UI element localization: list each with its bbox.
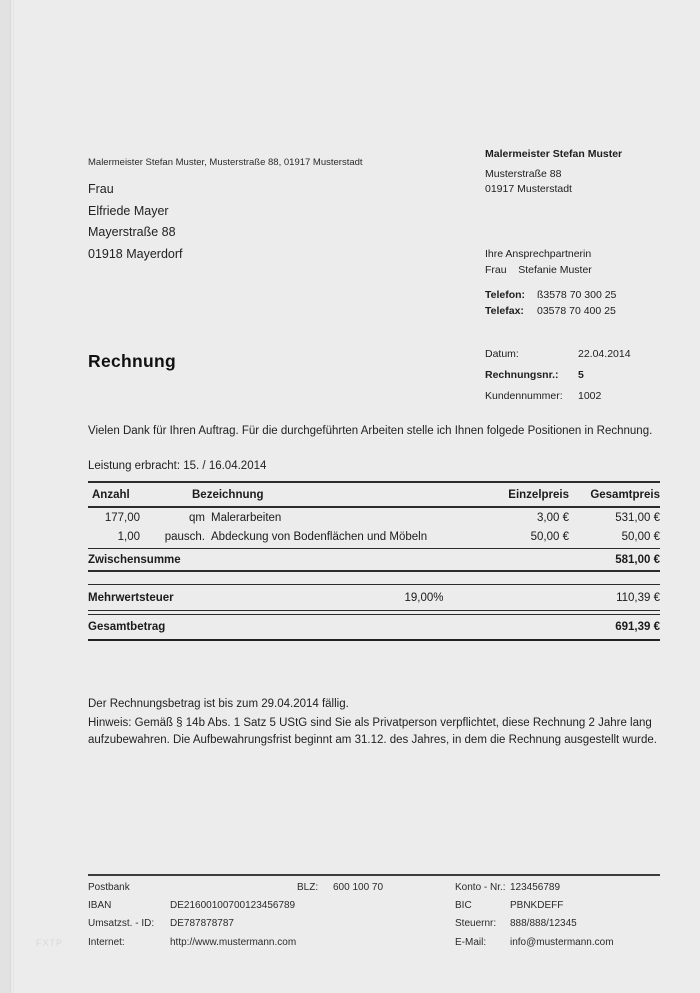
footer-row-iban: IBAN DE21600100700123456789 BIC PBNKDEFF [88, 897, 660, 915]
items-table-header: Anzahl Bezeichnung Einzelpreis Gesamtpre… [88, 481, 660, 508]
contact-intro: Ihre Ansprechpartnerin [485, 248, 592, 260]
blz-label: BLZ: [297, 882, 319, 893]
invoice-meta-block: Datum: 22.04.2014 Rechnungsnr.: 5 Kunden… [485, 344, 631, 407]
footer-divider [88, 874, 660, 876]
contact-person: Frau Stefanie Muster [485, 263, 592, 276]
footer-block: Postbank BLZ: 600 100 70 Konto - Nr.: 12… [88, 879, 660, 952]
recipient-salutation: Frau [88, 182, 114, 196]
phone-label: Telefon: [485, 289, 526, 301]
phone-row: Telefon: ß3578 70 300 25 [485, 288, 616, 304]
company-address-block: Malermeister Stefan Muster Musterstraße … [485, 147, 622, 197]
grand-total-label: Gesamtbetrag [88, 621, 166, 633]
items-table: Anzahl Bezeichnung Einzelpreis Gesamtpre… [88, 481, 660, 641]
steuer-label: Steuernr: [455, 918, 497, 929]
iban-value: DE21600100700123456789 [170, 900, 296, 911]
vat-row: Mehrwertsteuer 19,00% 110,39 € [88, 584, 660, 611]
customer-number-value: 1002 [578, 390, 602, 402]
phone-value: ß3578 70 300 25 [537, 289, 617, 301]
internet-label: Internet: [88, 937, 125, 948]
service-period: Leistung erbracht: 15. / 16.04.2014 [88, 460, 267, 472]
row-unit-price: 3,00 € [537, 512, 569, 524]
row-description: Abdeckung von Bodenflächen und Möbeln [211, 531, 428, 543]
ust-label: Umsatzst. - ID: [88, 918, 155, 929]
row-unit: qm [189, 512, 205, 524]
table-row: 177,00 qm Malerarbeiten 3,00 € 531,00 € [88, 508, 660, 527]
notes-block: Der Rechnungsbetrag ist bis zum 29.04.20… [88, 696, 670, 750]
row-total: 531,00 € [615, 512, 660, 524]
bic-value: PBNKDEFF [510, 900, 564, 911]
steuer-value: 888/888/12345 [510, 918, 577, 929]
email-label: E-Mail: [455, 937, 487, 948]
vat-amount: 110,39 € [616, 592, 660, 604]
footer-row-tax: Umsatzst. - ID: DE787878787 Steuernr: 88… [88, 915, 660, 933]
fax-value: 03578 70 400 25 [537, 304, 616, 317]
intro-paragraph: Vielen Dank für Ihren Auftrag. Für die d… [88, 425, 653, 437]
row-qty: 1,00 [117, 531, 140, 543]
konto-value: 123456789 [510, 882, 561, 893]
company-name: Malermeister Stefan Muster [485, 148, 623, 160]
page-edge-line [13, 0, 14, 993]
konto-label: Konto - Nr.: [455, 882, 506, 893]
subtotal-value: 581,00 € [615, 554, 660, 566]
header-description: Bezeichnung [192, 489, 264, 501]
vat-rate: 19,00% [404, 592, 444, 604]
footer-row-bank: Postbank BLZ: 600 100 70 Konto - Nr.: 12… [88, 879, 660, 897]
internet-value: http://www.mustermann.com [170, 937, 297, 948]
invoice-number-row: Rechnungsnr.: 5 [485, 365, 631, 386]
recipient-address-block: Frau Elfriede Mayer Mayerstraße 88 01918… [88, 179, 183, 265]
invoice-number-label: Rechnungsnr.: [485, 369, 559, 381]
recipient-city: 01918 Mayerdorf [88, 246, 183, 261]
bic-label: BIC [455, 900, 472, 911]
grand-total-value: 691,39 € [615, 621, 660, 633]
invoice-number-value: 5 [578, 369, 584, 381]
faint-watermark: FXTP [36, 938, 64, 948]
sender-return-address: Malermeister Stefan Muster, Musterstraße… [88, 157, 363, 168]
iban-label: IBAN [88, 900, 112, 911]
due-date-note: Der Rechnungsbetrag ist bis zum 29.04.20… [88, 698, 349, 710]
vat-label: Mehrwertsteuer [88, 592, 174, 604]
email-value: info@mustermann.com [510, 937, 614, 948]
date-row: Datum: 22.04.2014 [485, 344, 631, 365]
recipient-name: Elfriede Mayer [88, 203, 169, 218]
page-title: Rechnung [88, 351, 176, 371]
recipient-street: Mayerstraße 88 [88, 225, 176, 239]
header-qty: Anzahl [92, 489, 130, 501]
ust-value: DE787878787 [170, 918, 234, 929]
header-total-price: Gesamtpreis [590, 489, 660, 501]
row-unit-price: 50,00 € [530, 531, 569, 543]
subtotal-row: Zwischensumme 581,00 € [88, 548, 660, 572]
company-street: Musterstraße 88 [485, 168, 562, 180]
footer-row-web: Internet: http://www.mustermann.com E-Ma… [88, 934, 660, 952]
fax-row: Telefax: 03578 70 400 25 [485, 304, 616, 320]
customer-number-row: Kundennummer: 1002 [485, 386, 631, 407]
row-unit: pausch. [164, 531, 205, 543]
row-total: 50,00 € [621, 531, 660, 543]
fax-label: Telefax: [485, 304, 524, 317]
contact-block: Ihre Ansprechpartnerin Frau Stefanie Mus… [485, 247, 592, 278]
blz-value: 600 100 70 [333, 882, 384, 893]
header-unit-price: Einzelpreis [508, 489, 569, 501]
table-row: 1,00 pausch. Abdeckung von Bodenflächen … [88, 527, 660, 546]
date-label: Datum: [485, 348, 519, 360]
row-qty: 177,00 [104, 512, 140, 524]
page-edge-shadow [0, 0, 11, 993]
row-description: Malerarbeiten [211, 512, 282, 524]
date-value: 22.04.2014 [578, 348, 631, 360]
subtotal-label: Zwischensumme [88, 554, 181, 566]
company-city: 01917 Musterstadt [485, 183, 572, 195]
grand-total-row: Gesamtbetrag 691,39 € [88, 614, 660, 641]
retention-hint: Hinweis: Gemäß § 14b Abs. 1 Satz 5 UStG … [88, 716, 657, 747]
bank-name: Postbank [88, 882, 130, 893]
phone-block: Telefon: ß3578 70 300 25 Telefax: 03578 … [485, 288, 616, 319]
customer-number-label: Kundennummer: [485, 390, 563, 402]
